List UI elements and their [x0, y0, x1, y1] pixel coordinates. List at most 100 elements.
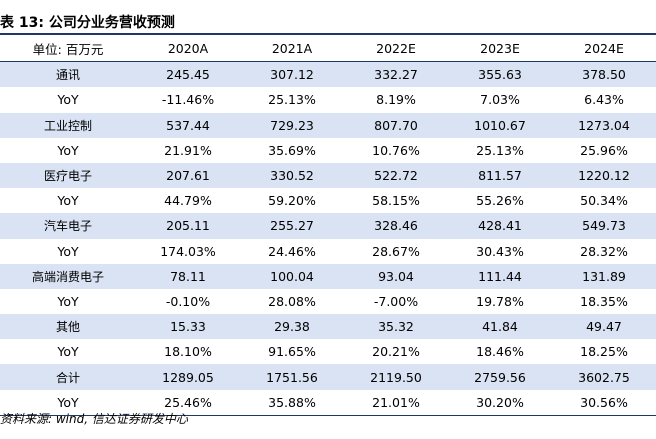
table-row: YoY 25.46% 35.88% 21.01% 30.20% 30.56%	[0, 389, 656, 416]
header-row: 单位: 百万元 2020A 2021A 2022E 2023E 2024E	[0, 36, 656, 63]
table-cell: 35.69%	[268, 142, 316, 158]
table-row: 高端消费电子 78.11 100.04 93.04 111.44 131.89	[0, 263, 656, 289]
row-label: 汽车电子	[0, 213, 136, 239]
table-cell: 50.34%	[580, 193, 628, 209]
row-label: YoY	[57, 193, 79, 209]
title-divider	[0, 33, 656, 35]
table-cell: 205.11	[136, 213, 240, 239]
table-cell: 6.43%	[584, 92, 624, 108]
table-cell: 8.19%	[376, 92, 416, 108]
table-cell: 328.46	[344, 213, 448, 239]
header-2023e: 2023E	[448, 36, 552, 63]
table-cell: 18.10%	[164, 344, 212, 360]
table-cell: 332.27	[344, 61, 448, 88]
table-cell: 7.03%	[480, 92, 520, 108]
table-cell: 28.32%	[580, 243, 628, 259]
table-cell: 1289.05	[136, 364, 240, 390]
table-row: 工业控制 537.44 729.23 807.70 1010.67 1273.0…	[0, 112, 656, 138]
table-cell: 15.33	[136, 314, 240, 340]
table-cell: 355.63	[448, 61, 552, 88]
table-cell: 49.47	[552, 314, 656, 340]
table-row: 其他 15.33 29.38 35.32 41.84 49.47	[0, 314, 656, 340]
table-cell: 25.46%	[136, 389, 240, 416]
row-label: 合计	[0, 364, 136, 390]
revenue-forecast-table: 单位: 百万元 2020A 2021A 2022E 2023E 2024E 通讯…	[0, 36, 656, 416]
table-cell: 35.88%	[240, 389, 344, 416]
table-cell: 30.43%	[476, 243, 524, 259]
table-cell: 307.12	[240, 61, 344, 88]
row-label: YoY	[57, 142, 79, 158]
table-cell: 807.70	[344, 112, 448, 138]
table-cell: 93.04	[344, 263, 448, 289]
table-row: YoY -0.10% 28.08% -7.00% 19.78% 18.35%	[0, 289, 656, 314]
table-cell: 255.27	[240, 213, 344, 239]
table-cell: 24.46%	[268, 243, 316, 259]
table-row: YoY 21.91% 35.69% 10.76% 25.13% 25.96%	[0, 138, 656, 163]
header-2020a: 2020A	[136, 36, 240, 63]
header-2022e: 2022E	[344, 36, 448, 63]
table-cell: 1010.67	[448, 112, 552, 138]
table-cell: 1751.56	[240, 364, 344, 390]
table-row: 通讯 245.45 307.12 332.27 355.63 378.50	[0, 61, 656, 88]
row-label: YoY	[57, 243, 79, 259]
table-cell: 28.08%	[268, 293, 316, 309]
table-cell: -7.00%	[373, 293, 419, 309]
table-row: YoY 44.79% 59.20% 58.15% 55.26% 50.34%	[0, 188, 656, 213]
table-cell: 25.13%	[268, 92, 316, 108]
header-2024e: 2024E	[552, 36, 656, 63]
table-row: 医疗电子 207.61 330.52 522.72 811.57 1220.12	[0, 162, 656, 189]
row-label: YoY	[57, 344, 79, 360]
table-cell: 549.73	[552, 213, 656, 239]
table-cell: 78.11	[136, 263, 240, 289]
table-cell: 174.03%	[160, 243, 216, 259]
table-cell: 18.35%	[580, 293, 628, 309]
source-note: 资料来源: wind, 信达证券研发中心	[0, 412, 188, 426]
table-cell: 18.25%	[580, 344, 628, 360]
table-row: YoY 174.03% 24.46% 28.67% 30.43% 28.32%	[0, 239, 656, 264]
table-title: 表 13: 公司分业务营收预测	[0, 15, 175, 31]
table-cell: 20.21%	[372, 344, 420, 360]
row-label: 工业控制	[0, 112, 136, 138]
table-cell: 35.32	[344, 314, 448, 340]
table-cell: 30.56%	[552, 389, 656, 416]
table-cell: 58.15%	[372, 193, 420, 209]
table-cell: 428.41	[448, 213, 552, 239]
table-cell: 729.23	[240, 112, 344, 138]
table-cell: 19.78%	[476, 293, 524, 309]
table-cell: 21.91%	[164, 142, 212, 158]
table-cell: 25.96%	[580, 142, 628, 158]
table-cell: 811.57	[448, 162, 552, 189]
table-cell: 207.61	[136, 162, 240, 189]
table-cell: 522.72	[344, 162, 448, 189]
table-cell: 537.44	[136, 112, 240, 138]
row-label: 高端消费电子	[0, 263, 136, 289]
table-cell: 21.01%	[344, 389, 448, 416]
table-cell: 131.89	[552, 263, 656, 289]
row-label: 通讯	[0, 61, 136, 88]
table-cell: 2759.56	[448, 364, 552, 390]
table-row: YoY 18.10% 91.65% 20.21% 18.46% 18.25%	[0, 339, 656, 364]
table-cell: 378.50	[552, 61, 656, 88]
table-cell: 91.65%	[268, 344, 316, 360]
table-cell: 330.52	[240, 162, 344, 189]
row-label: YoY	[0, 389, 136, 416]
table-cell: -11.46%	[161, 92, 215, 108]
table-cell: 44.79%	[164, 193, 212, 209]
row-label: 其他	[0, 314, 136, 340]
table-cell: 30.20%	[448, 389, 552, 416]
table-cell: 100.04	[240, 263, 344, 289]
row-label: YoY	[57, 92, 79, 108]
table-row: YoY -11.46% 25.13% 8.19% 7.03% 6.43%	[0, 87, 656, 112]
table-cell: 29.38	[240, 314, 344, 340]
table-row: 合计 1289.05 1751.56 2119.50 2759.56 3602.…	[0, 364, 656, 390]
table-cell: 1273.04	[552, 112, 656, 138]
table-cell: 3602.75	[552, 364, 656, 390]
header-unit: 单位: 百万元	[0, 36, 136, 63]
row-label: 医疗电子	[0, 162, 136, 189]
table-cell: 245.45	[136, 61, 240, 88]
table-cell: 59.20%	[268, 193, 316, 209]
table-cell: 2119.50	[344, 364, 448, 390]
table-cell: 10.76%	[372, 142, 420, 158]
table-cell: 41.84	[448, 314, 552, 340]
table-cell: 111.44	[448, 263, 552, 289]
